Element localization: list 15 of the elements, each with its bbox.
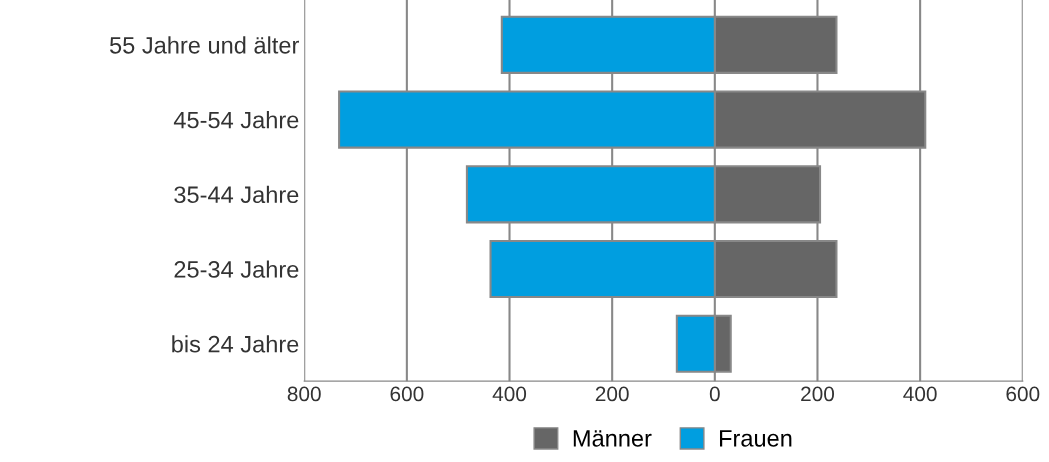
- x-tick-label: 400: [492, 386, 527, 402]
- y-tick-label: 55 Jahre und älter: [109, 36, 299, 54]
- y-tick-label: bis 24 Jahre: [172, 335, 299, 353]
- y-tick-label: 35-44 Jahre: [174, 185, 299, 204]
- y-tick-label: 25-34 Jahre: [174, 260, 299, 278]
- x-tick-label: 800: [287, 386, 321, 402]
- x-tick-label: 400: [903, 386, 937, 402]
- legend-label: Frauen: [720, 430, 792, 447]
- x-tick-label: 200: [595, 386, 629, 402]
- legend-label: Männer: [573, 430, 652, 447]
- y-tick-label: 45-54 Jahre: [173, 111, 299, 129]
- x-tick-label: 600: [1006, 386, 1040, 402]
- x-tick-label: 600: [390, 386, 424, 402]
- x-tick-label: 0: [709, 386, 720, 402]
- x-tick-label: 200: [801, 386, 835, 402]
